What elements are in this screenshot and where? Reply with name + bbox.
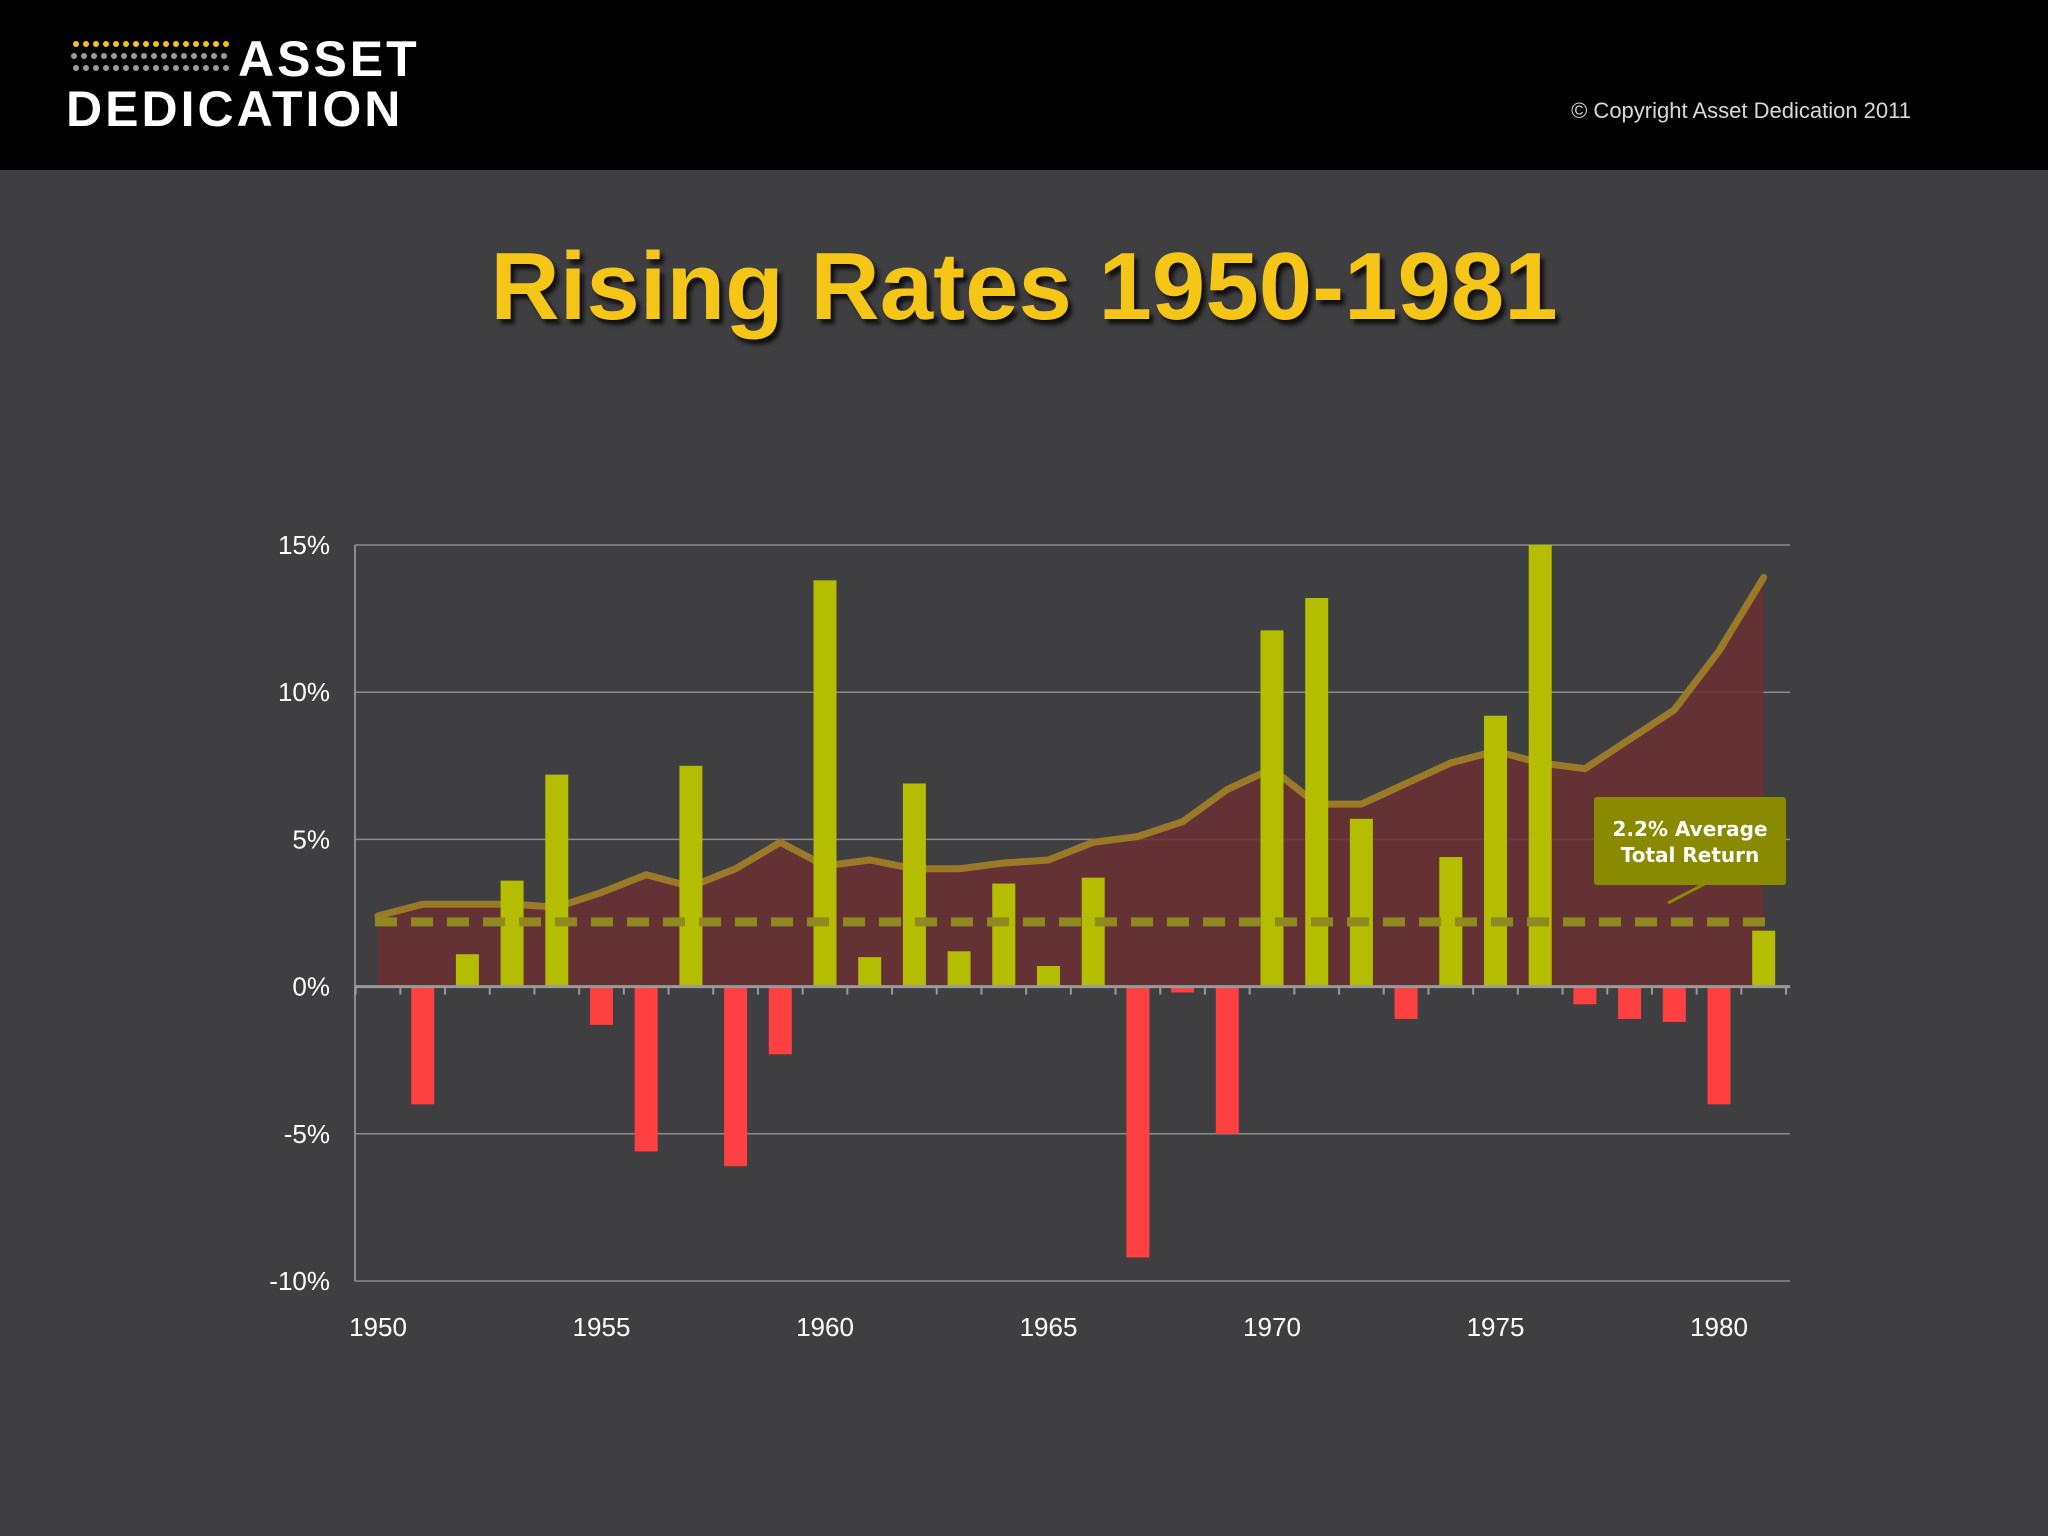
return-bar <box>455 954 479 987</box>
return-bar <box>679 765 703 987</box>
tick-labels: 15% 10% 5% 0% -5% -10% 1950 1955 1960 1965 1970 197… <box>269 530 1748 1342</box>
y-tick-label: 5% <box>292 824 330 854</box>
return-bar <box>947 951 971 987</box>
return-bar <box>724 986 748 1167</box>
return-bar <box>545 774 569 987</box>
x-tick-label: 1965 <box>1020 1312 1078 1342</box>
chart-axes <box>354 545 1790 1281</box>
return-bar <box>1349 818 1373 987</box>
return-bar <box>813 580 837 987</box>
return-bar <box>1662 986 1686 1022</box>
return-bar <box>1081 877 1105 987</box>
return-bar <box>992 883 1016 987</box>
y-tick-label: -5% <box>284 1119 330 1149</box>
x-tick-label: 1955 <box>573 1312 631 1342</box>
return-bar <box>1707 986 1731 1105</box>
return-bar <box>1752 930 1776 987</box>
return-bars <box>411 545 1776 1258</box>
slide-title: Rising Rates 1950-1981 <box>490 233 1558 340</box>
logo-text-line1: ASSET <box>238 31 420 87</box>
return-bar <box>1573 986 1597 1005</box>
y-tick-label: 15% <box>278 530 330 560</box>
x-tick-label: 1980 <box>1690 1312 1748 1342</box>
return-bar <box>858 957 882 987</box>
y-tick-label: -10% <box>269 1266 330 1296</box>
header-bar: ASSET DEDICATION © Copyright Asset Dedic… <box>0 0 2048 170</box>
return-bar <box>500 880 524 987</box>
average-callout-pointer <box>1667 878 1713 905</box>
return-bar <box>1528 545 1552 987</box>
yield-area <box>378 577 1764 987</box>
logo-text-line2: DEDICATION <box>66 81 404 137</box>
return-bar <box>1484 715 1507 987</box>
return-bar <box>1439 857 1463 987</box>
y-tick-label: 0% <box>292 972 330 1002</box>
return-bar <box>1215 986 1239 1134</box>
copyright-notice: © Copyright Asset Dedication 2011 <box>1571 98 1911 123</box>
return-bar <box>411 986 435 1105</box>
average-callout: 2.2% Average Total Return <box>1594 797 1786 905</box>
return-bar <box>1037 965 1060 987</box>
return-bar <box>1260 630 1284 987</box>
return-bar <box>1126 986 1150 1258</box>
return-bar <box>768 986 792 1055</box>
average-callout-label-line1: 2.2% Average <box>1612 817 1767 841</box>
return-bar <box>590 986 613 1025</box>
y-tick-label: 10% <box>278 677 330 707</box>
return-bar <box>1618 986 1642 1019</box>
return-bar <box>902 783 926 987</box>
average-callout-box <box>1594 797 1786 885</box>
x-tick-label: 1975 <box>1467 1312 1525 1342</box>
x-tick-label: 1950 <box>349 1312 407 1342</box>
return-bar <box>1171 986 1195 993</box>
average-callout-label-line2: Total Return <box>1621 843 1759 867</box>
return-bar <box>1305 597 1329 987</box>
return-bar <box>634 986 658 1152</box>
return-bar <box>1394 986 1418 1019</box>
asset-dedication-logo: ASSET DEDICATION <box>66 30 426 140</box>
x-tick-label: 1960 <box>796 1312 854 1342</box>
logo-dots-icon <box>71 41 229 71</box>
x-tick-label: 1970 <box>1243 1312 1301 1342</box>
